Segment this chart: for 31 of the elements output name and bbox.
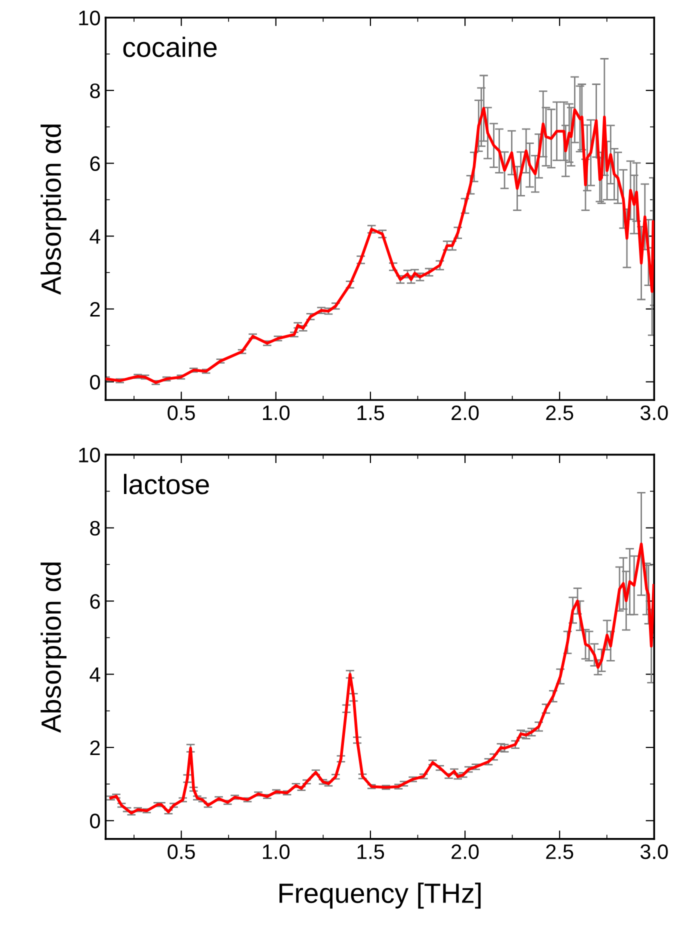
- x-tick-label: 0.5: [168, 844, 195, 860]
- y-tick-label: 0: [90, 814, 100, 828]
- x-tick-label: 1.0: [262, 405, 290, 420]
- y-tick-label: 8: [90, 520, 100, 536]
- x-tick-label: 2.0: [452, 844, 479, 860]
- y-tick-label: 10: [79, 10, 100, 26]
- y-tick-label: 6: [90, 594, 100, 609]
- y-tick-label: 6: [90, 156, 100, 172]
- annotation: cocaine: [123, 36, 217, 58]
- x-tick-label: 2.0: [452, 405, 479, 420]
- x-tick-label: 3.0: [640, 405, 668, 420]
- x-tick-label: 1.0: [262, 844, 290, 860]
- y-tick-label: 0: [90, 374, 100, 390]
- x-tick-label: 3.0: [640, 844, 668, 860]
- line-series: [109, 542, 654, 814]
- annotation: lactose: [124, 474, 209, 494]
- y-tick-label: 4: [90, 229, 100, 244]
- x-tick-label: 2.5: [546, 844, 574, 860]
- y-axis-title: Absorption αd: [40, 562, 67, 733]
- y-axis-title: Absorption αd: [40, 124, 67, 295]
- y-tick-label: 8: [90, 83, 100, 98]
- y-tick-label: 10: [79, 448, 100, 462]
- x-tick-label: 1.5: [358, 844, 384, 860]
- x-tick-label: 1.5: [358, 406, 384, 420]
- x-axis-title: Frequency [THz]: [280, 882, 481, 909]
- x-tick-label: 0.5: [168, 405, 195, 420]
- x-tick-label: 2.5: [546, 405, 574, 420]
- y-tick-label: 2: [90, 302, 100, 317]
- y-tick-label: 4: [90, 667, 100, 682]
- line-series: [106, 106, 654, 384]
- y-tick-label: 2: [90, 740, 100, 756]
